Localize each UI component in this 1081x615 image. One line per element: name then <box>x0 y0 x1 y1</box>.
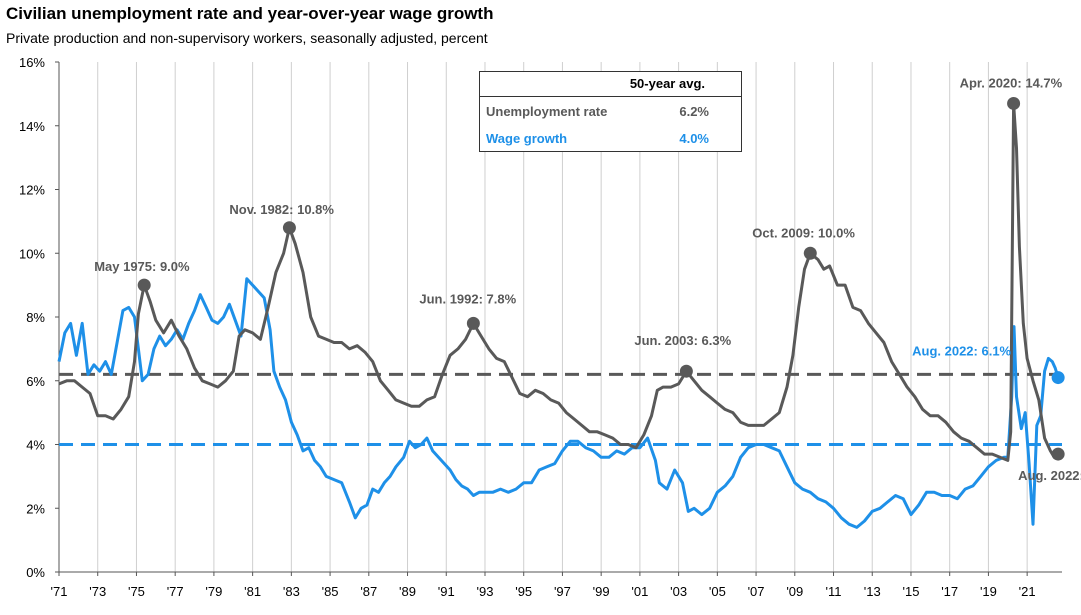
x-tick-label: '03 <box>670 584 687 599</box>
annotation-label: Jun. 2003: 6.3% <box>634 333 731 348</box>
table-header-label: 50-year avg. <box>629 76 705 91</box>
y-tick-label: 2% <box>26 501 45 516</box>
y-tick-label: 14% <box>19 119 45 134</box>
annotation-marker <box>1051 371 1065 385</box>
wage-growth-line <box>57 277 1060 529</box>
annotation-label: Nov. 1982: 10.8% <box>229 202 334 217</box>
y-tick-label: 12% <box>19 183 45 198</box>
table-header: 50-year avg. <box>480 72 741 96</box>
table-row-unemployment: Unemployment rate 6.2% <box>486 104 735 124</box>
chart-subtitle: Private production and non-supervisory w… <box>6 30 488 46</box>
x-tick-label: '07 <box>748 584 765 599</box>
table-row-value: 4.0% <box>679 131 709 146</box>
x-tick-label: '75 <box>128 584 145 599</box>
annotation-marker <box>282 221 296 235</box>
x-tick-label: '79 <box>205 584 222 599</box>
x-tick-label: '85 <box>322 584 339 599</box>
x-tick-label: '21 <box>1019 584 1036 599</box>
table-row-label: Wage growth <box>486 131 568 146</box>
x-tick-label: '71 <box>51 584 68 599</box>
x-tick-label: '83 <box>283 584 300 599</box>
table-row-label: Unemployment rate <box>486 104 608 119</box>
table-divider <box>480 96 741 97</box>
x-tick-label: '99 <box>593 584 610 599</box>
x-tick-label: '15 <box>902 584 919 599</box>
annotation-label: May 1975: 9.0% <box>94 259 190 274</box>
annotation-label: Aug. 2022: 6.1% <box>912 344 1011 359</box>
annotation-label: Apr. 2020: 14.7% <box>960 75 1063 90</box>
table-row-value: 6.2% <box>679 104 709 119</box>
annotation-marker <box>466 316 480 330</box>
annotation-marker <box>1007 96 1021 110</box>
annotation-marker <box>1051 447 1065 461</box>
annotation-label: Aug. 2022: 3.7% <box>1018 468 1081 483</box>
x-tick-label: '17 <box>941 584 958 599</box>
x-tick-label: '87 <box>360 584 377 599</box>
x-tick-label: '73 <box>89 584 106 599</box>
unemployment-line <box>58 101 1060 462</box>
table-row-wage-growth: Wage growth 4.0% <box>486 131 735 151</box>
x-tick-label: '09 <box>786 584 803 599</box>
y-tick-label: 16% <box>19 55 45 70</box>
y-tick-label: 6% <box>26 374 45 389</box>
annotation-marker <box>803 246 817 260</box>
y-tick-label: 8% <box>26 310 45 325</box>
x-tick-label: '97 <box>554 584 571 599</box>
annotation-label: Jun. 1992: 7.8% <box>419 291 516 306</box>
x-tick-label: '89 <box>399 584 416 599</box>
x-tick-label: '13 <box>864 584 881 599</box>
x-tick-label: '77 <box>167 584 184 599</box>
x-tick-label: '19 <box>980 584 997 599</box>
fifty-year-average-table: 50-year avg. Unemployment rate 6.2% Wage… <box>479 71 742 152</box>
x-tick-label: '01 <box>631 584 648 599</box>
x-tick-label: '81 <box>244 584 261 599</box>
x-tick-label: '11 <box>826 584 842 599</box>
y-tick-label: 10% <box>19 246 45 261</box>
annotation-marker <box>137 278 151 292</box>
y-tick-label: 0% <box>26 565 45 580</box>
y-tick-label: 4% <box>26 438 45 453</box>
x-tick-label: '93 <box>477 584 494 599</box>
x-tick-label: '05 <box>709 584 726 599</box>
annotation-marker <box>679 364 693 378</box>
chart-title: Civilian unemployment rate and year-over… <box>6 4 494 23</box>
x-tick-label: '91 <box>438 584 455 599</box>
annotation-label: Oct. 2009: 10.0% <box>752 225 855 240</box>
x-tick-label: '95 <box>515 584 532 599</box>
